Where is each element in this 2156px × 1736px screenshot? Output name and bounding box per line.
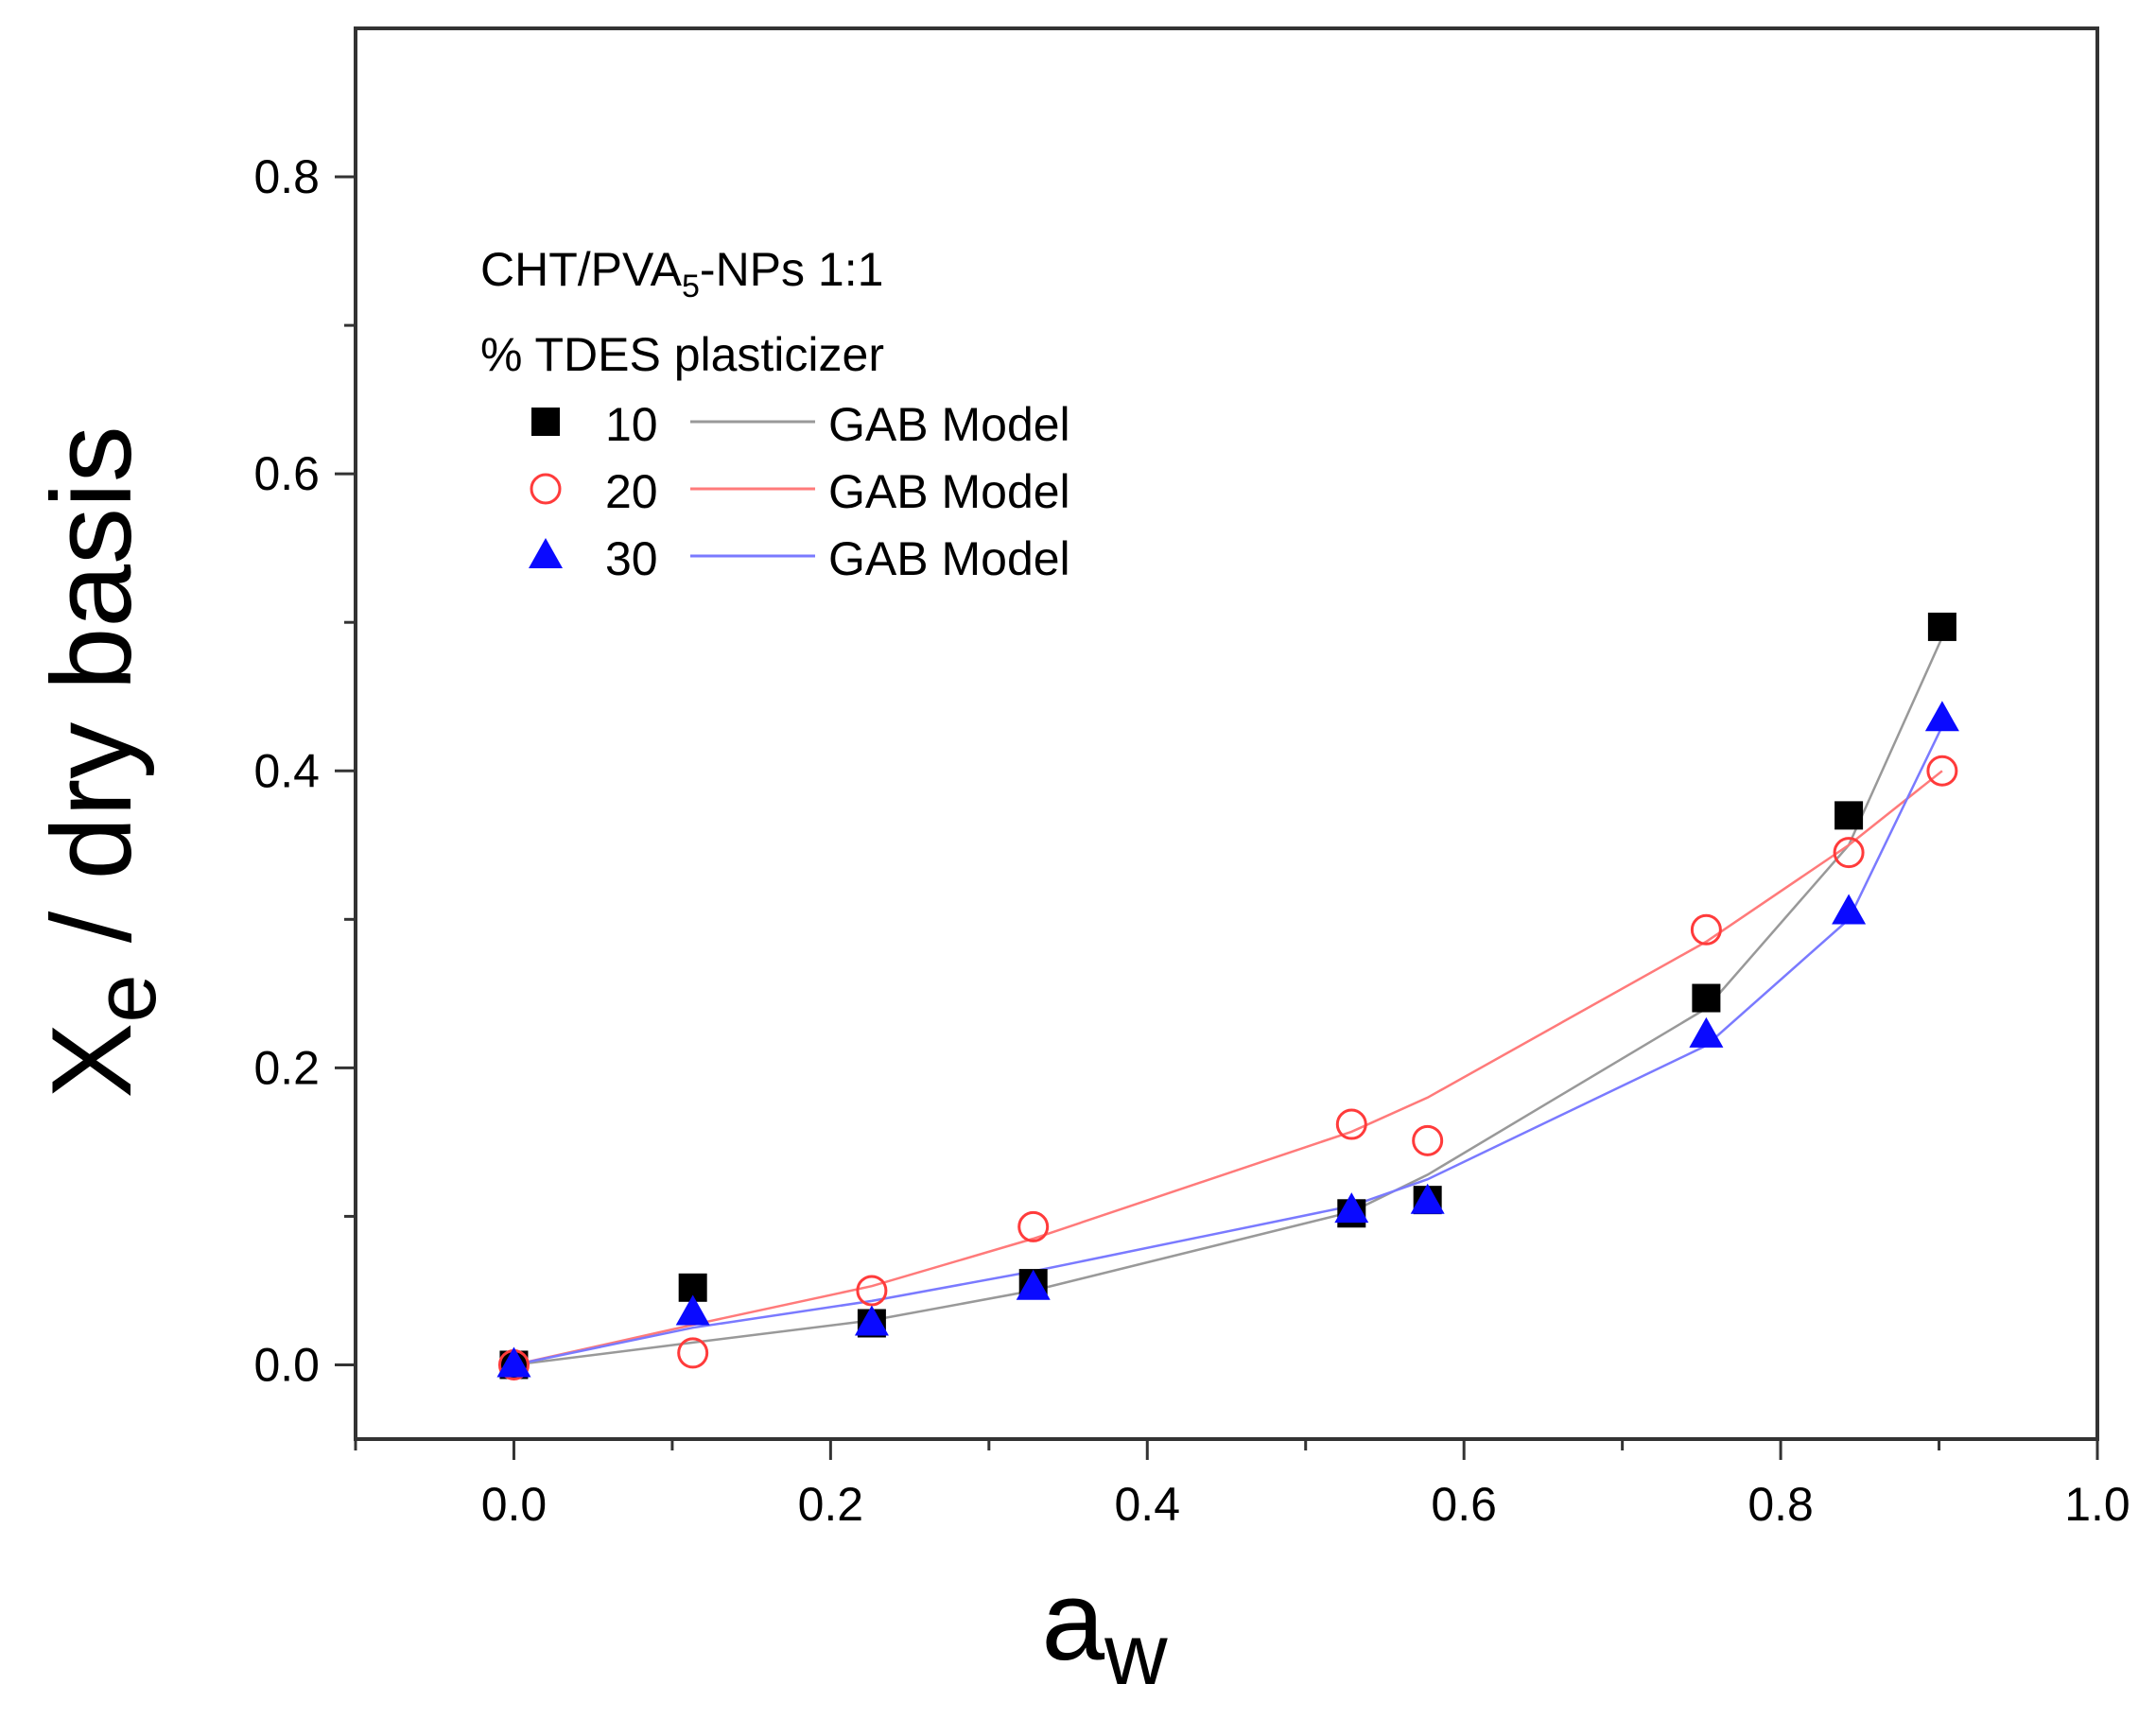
marker-20 (1833, 837, 1865, 869)
marker-30 (1832, 894, 1867, 925)
legend-label-10: 10 (605, 398, 658, 451)
marker-30 (854, 1305, 889, 1336)
data-markers (496, 612, 1959, 1380)
legend-model-label-20: GAB Model (828, 465, 1070, 518)
y-tick-label: 0.8 (253, 150, 320, 203)
marker-20 (1412, 1124, 1444, 1156)
marker-10 (1692, 983, 1721, 1013)
marker-20 (1926, 755, 1958, 787)
marker-20 (1335, 1108, 1367, 1140)
y-axis-title-rest: / dry basis (28, 425, 155, 974)
marker-10 (1834, 801, 1864, 830)
model-line-20 (513, 770, 1943, 1366)
legend-title-line1-pre: CHT/PVA (480, 243, 683, 296)
marker-30 (1924, 701, 1959, 732)
marker-30 (1410, 1183, 1445, 1214)
legend-model-label-30: GAB Model (828, 532, 1070, 585)
marker-20 (677, 1337, 709, 1369)
marker-20 (1690, 913, 1722, 946)
x-tick-label: 1.0 (2064, 1478, 2130, 1531)
y-axis-title-main: X (28, 1023, 155, 1099)
legend-entries: 10 GAB Model 20 GAB Model 30 GAB Model (529, 398, 1070, 585)
y-axis-title-sub: e (78, 974, 174, 1022)
x-tick-label: 0.6 (1431, 1478, 1497, 1531)
legend-title-line2: % TDES plasticizer (480, 328, 884, 381)
x-tick-label: 0.8 (1747, 1478, 1814, 1531)
marker-30 (1334, 1192, 1369, 1224)
y-axis-title: Xe / dry basis (28, 425, 174, 1098)
marker-10 (1927, 612, 1956, 641)
legend-model-label-10: GAB Model (828, 398, 1070, 451)
x-tick-label: 0.2 (798, 1478, 864, 1531)
x-axis-ticks (354, 1439, 2099, 1460)
marker-30 (1016, 1269, 1051, 1300)
y-tick-label: 0.6 (253, 447, 320, 500)
legend-label-30: 30 (605, 532, 658, 585)
legend-marker-30 (529, 538, 563, 568)
marker-30 (496, 1346, 531, 1378)
plot-frame (354, 26, 2099, 1441)
legend-marker-20 (530, 473, 562, 505)
legend-marker-10 (531, 408, 560, 436)
y-axis-tick-labels: 0.0 0.2 0.4 0.6 0.8 (253, 150, 320, 1391)
legend-title-line1: CHT/PVA5-NPs 1:1 (480, 243, 883, 304)
x-axis-tick-labels: 0.0 0.2 0.4 0.6 0.8 1.0 (481, 1478, 2130, 1531)
legend: CHT/PVA5-NPs 1:1 % TDES plasticizer 10 GA… (480, 243, 1070, 585)
x-axis-title-sub: w (1104, 1606, 1168, 1703)
y-tick-label: 0.0 (253, 1338, 320, 1391)
legend-label-20: 20 (605, 465, 658, 518)
x-axis-title-main: a (1041, 1557, 1104, 1684)
marker-30 (1689, 1016, 1724, 1048)
marker-30 (675, 1294, 710, 1326)
y-tick-label: 0.2 (253, 1041, 320, 1094)
legend-title-line1-sub: 5 (682, 269, 700, 304)
y-tick-label: 0.4 (253, 744, 320, 797)
legend-title-line1-post: -NPs 1:1 (700, 243, 884, 296)
x-axis-title: aw (1041, 1557, 1168, 1703)
marker-20 (1017, 1210, 1050, 1242)
y-axis-ticks (335, 175, 356, 1366)
x-tick-label: 0.0 (481, 1478, 548, 1531)
x-tick-label: 0.4 (1115, 1478, 1181, 1531)
marker-20 (856, 1275, 888, 1307)
